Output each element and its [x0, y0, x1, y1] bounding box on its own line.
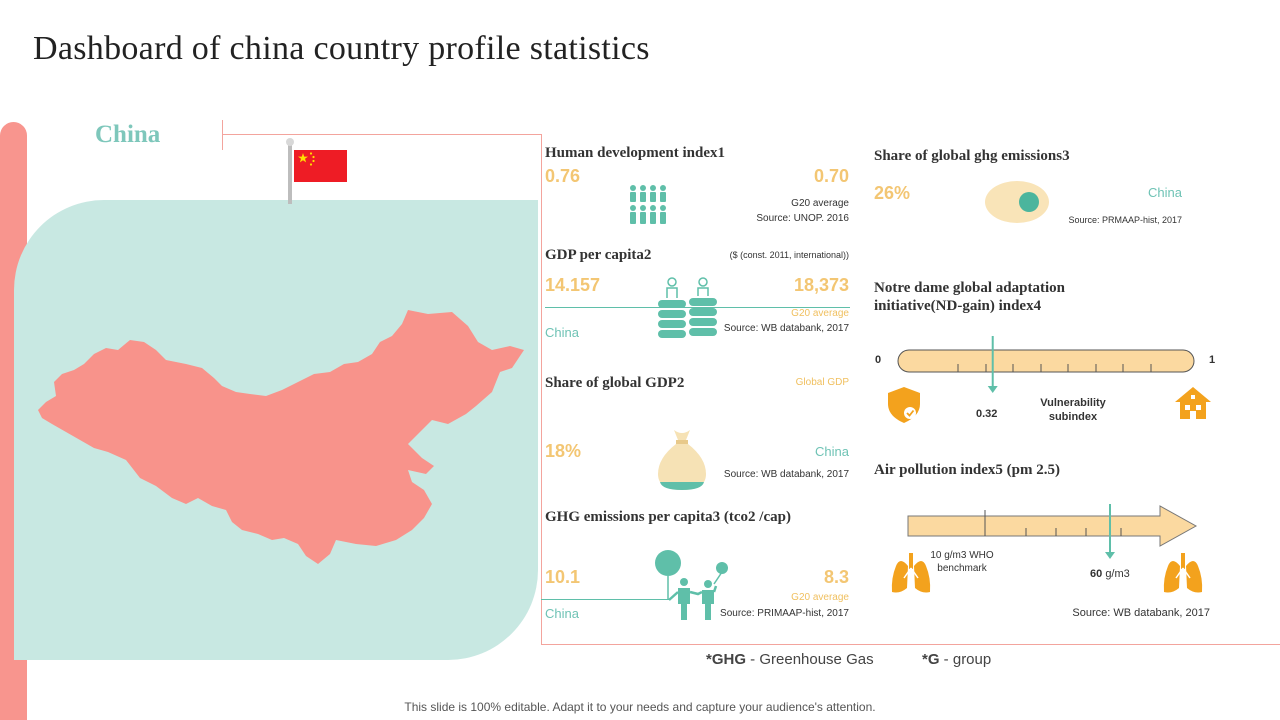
air-pollution-unit: g/m3: [1105, 568, 1130, 580]
share-ghg-ellipse: [985, 181, 1049, 223]
share-gdp-country-label: China: [815, 444, 849, 459]
lungs-icon: [891, 553, 931, 593]
page-title: Dashboard of china country profile stati…: [33, 30, 650, 67]
nd-gain-max: 1: [1209, 354, 1216, 366]
nd-gain-title-line2: initiative(ND-gain) index4: [874, 298, 1042, 314]
legend-ghg-key: *GHG: [706, 651, 747, 668]
shield-check-icon: [888, 387, 920, 423]
money-bag-icon: [658, 430, 706, 490]
hdi-title: Human development index1: [545, 145, 726, 161]
legend-ghg: *GHG - Greenhouse Gas: [706, 651, 874, 668]
legend-g-key: *G: [922, 651, 940, 668]
gdp-divider: [545, 307, 850, 308]
nd-gain-sub-line1: Vulnerability: [1040, 397, 1106, 409]
share-ghg-title: Share of global ghg emissions3: [874, 148, 1070, 164]
share-gdp-title: Share of global GDP2: [545, 375, 685, 391]
share-gdp-source: Source: WB databank, 2017: [723, 469, 849, 480]
hdi-source: Source: UNOP. 2016: [756, 213, 849, 224]
ghg-g20-value: 8.3: [823, 567, 849, 587]
air-benchmark-line2: benchmark: [937, 563, 987, 574]
air-pollution-arrow: [907, 504, 1198, 559]
coin-stacks-icon: [658, 277, 717, 338]
gdp-g20-value: 18,373: [793, 275, 849, 295]
china-map: [38, 310, 524, 564]
legend-g-text: - group: [939, 651, 992, 668]
air-benchmark-line1: 10 g/m3 WHO: [930, 550, 994, 561]
legend-g: *G - group: [922, 651, 991, 668]
gdp-g20-label: G20 average: [791, 308, 849, 319]
air-pollution-title: Air pollution index5 (pm 2.5): [874, 462, 1060, 478]
hdi-g20-value: 0.70: [813, 166, 849, 186]
share-gdp-global-label: Global GDP: [795, 377, 849, 388]
ghg-country-label: China: [545, 606, 579, 621]
house-icon: [1175, 387, 1211, 419]
people-balloons-icon: [655, 550, 728, 620]
share-ghg-source: Source: PRMAAP-hist, 2017: [1068, 215, 1182, 225]
divider-line: [541, 644, 1280, 645]
country-label: China: [95, 121, 161, 148]
hdi-value: 0.76: [545, 166, 581, 186]
ghg-source: Source: PRIMAAP-hist, 2017: [720, 608, 849, 619]
legend-ghg-text: - Greenhouse Gas: [746, 651, 874, 668]
footer-note: This slide is 100% editable. Adapt it to…: [404, 700, 876, 714]
people-group-icon: [630, 185, 666, 224]
ghg-divider: [541, 599, 669, 600]
air-pollution-source: Source: WB databank, 2017: [1072, 607, 1210, 619]
hdi-g20-label: G20 average: [791, 198, 849, 209]
gdp-source: Source: WB databank, 2017: [723, 323, 849, 334]
divider-line: [222, 134, 542, 135]
nd-gain-scale: [897, 336, 1195, 393]
nd-gain-title-line1: Notre dame global adaptation: [874, 280, 1065, 296]
divider-line: [541, 134, 542, 645]
air-pollution-value: 60: [1090, 568, 1103, 580]
gdp-per-capita-value: 14.157: [545, 275, 601, 295]
nd-gain-marker-arrow: [987, 386, 998, 393]
gdp-per-capita-title: GDP per capita2: [545, 247, 652, 263]
ghg-g20-label: G20 average: [791, 592, 849, 603]
share-ghg-value: 26%: [874, 183, 911, 203]
china-flag-icon: [286, 138, 347, 204]
ghg-per-capita-value: 10.1: [545, 567, 581, 587]
gdp-unit-note: ($ (const. 2011, international)): [729, 250, 849, 260]
lungs-icon: [1163, 553, 1203, 593]
share-ghg-country-label: China: [1148, 185, 1182, 200]
ghg-per-capita-title: GHG emissions per capita3 (tco2 /cap): [545, 509, 791, 525]
gdp-country-label: China: [545, 325, 579, 340]
nd-gain-sub-line2: subindex: [1048, 411, 1098, 423]
nd-gain-min: 0: [875, 354, 882, 366]
nd-gain-marker-value: 0.32: [976, 408, 998, 420]
share-gdp-value: 18%: [545, 441, 582, 461]
divider-line: [222, 120, 223, 150]
